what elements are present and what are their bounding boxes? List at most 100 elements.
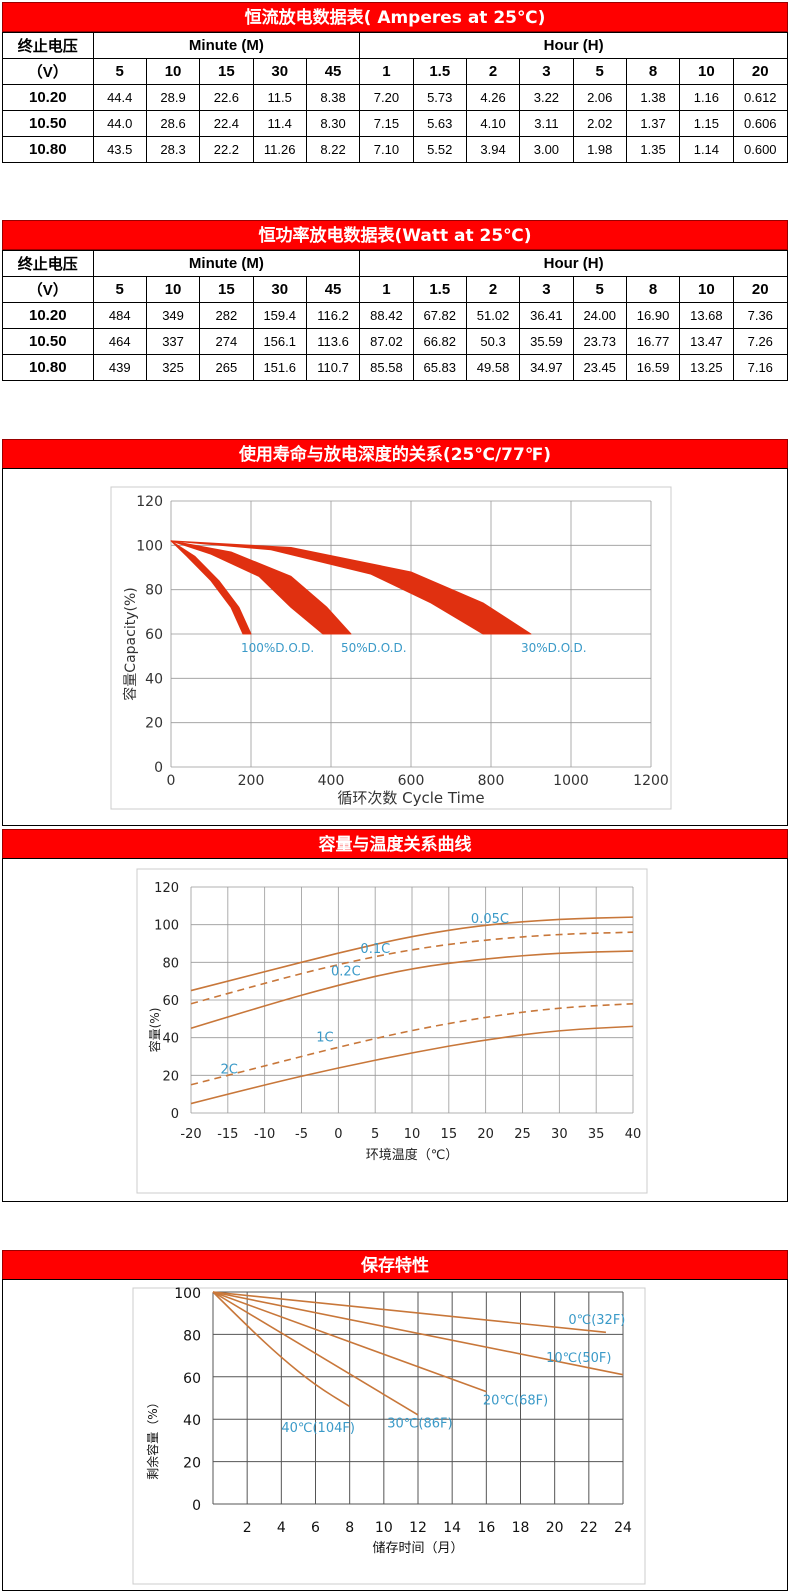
value-cell: 7.36 [732,302,789,329]
table-row: 10.50 464 337 274 156.1 113.6 87.02 66.82 50.3 35… [2,328,789,355]
value-cell: 1.15 [679,110,734,137]
y-axis-label: 剩余容量（%） [145,1396,160,1479]
x-tick-label: 600 [398,773,425,789]
voltage-cell: 10.80 [2,136,94,163]
table-row: 10.80 439 325 265 151.6 110.7 85.58 65.83 49.58 3… [2,354,789,381]
x-tick-label: 14 [443,1520,461,1536]
value-cell: 36.41 [519,302,574,329]
series-line [212,1291,351,1408]
value-cell: 484 [92,302,147,329]
value-cell: 22.6 [199,84,254,111]
value-cell: 3.94 [465,136,521,163]
table-row: 10.80 43.5 28.3 22.2 11.26 8.22 7.10 5.52 3.94 3.… [2,136,789,163]
series-line [190,950,634,1030]
x-tick-label: 35 [588,1127,605,1142]
value-cell: 1.37 [625,110,681,137]
x-tick-label: 15 [441,1127,458,1142]
x-tick-label: 400 [318,773,345,789]
value-cell: 24.00 [572,302,627,329]
voltage-cell: 10.80 [2,354,94,381]
value-cell: 349 [145,302,201,329]
y-axis-label: 容量(%) [147,1008,162,1053]
x-tick-label: 12 [409,1520,427,1536]
table-row: 10.50 44.0 28.6 22.4 11.4 8.30 7.15 5.63 4.10 3.1… [2,110,789,137]
dod-band [170,540,532,635]
x-tick-label: 20 [477,1127,494,1142]
value-cell: 22.4 [199,110,254,137]
constant-current-title: 恒流放电数据表( Amperes at 25℃) [2,2,788,32]
hour-col-header: 8 [625,58,681,85]
x-axis-label: 循环次数 Cycle Time [337,789,484,807]
x-tick-label: 200 [238,773,265,789]
y-tick-label: 100 [154,919,179,934]
storage-title: 保存特性 [2,1250,788,1280]
value-cell: 439 [92,354,147,381]
hour-col-header: 8 [625,276,681,303]
storage-chart-box: 2 4 6 8 10 12 14 16 18 20 22 24 0 20 40 60 80 100 0℃(32F) 1… [2,1279,788,1591]
hour-col-header: 10 [679,58,734,85]
value-cell: 274 [199,328,254,355]
minute-col-header: 30 [252,58,307,85]
y-tick-label: 80 [145,583,163,599]
series-label: 2C [220,1062,237,1077]
value-cell: 28.3 [145,136,201,163]
value-cell: 1.35 [625,136,681,163]
value-cell: 13.25 [679,354,734,381]
y-tick-label: 60 [145,627,163,643]
y-axis-label: 容量Capacity(%) [122,587,139,700]
chart-frame [136,868,648,1194]
y-tick-label: 0 [154,760,163,776]
value-cell: 3.11 [519,110,574,137]
y-tick-label: 0 [192,1498,201,1514]
y-tick-label: 20 [145,716,163,732]
value-cell: 11.26 [252,136,307,163]
series-line [212,1291,419,1416]
x-tick-label: -10 [254,1127,275,1142]
value-cell: 49.58 [465,354,521,381]
temperature-capacity-chart-box: -20 -15 -10 -5 0 5 10 15 20 25 30 35 40 0 20 40 60 80 100 1… [2,858,788,1202]
minute-col-header: 5 [92,276,147,303]
hour-col-header: 5 [572,276,627,303]
minute-group-header: Minute (M) [92,32,361,59]
hour-col-header: 10 [679,276,734,303]
y-tick-label: 40 [183,1413,201,1429]
x-tick-label: 6 [311,1520,320,1536]
series-line [212,1291,624,1376]
constant-power-section: 恒功率放电数据表(Watt at 25℃) 终止电压 Minute (M) Hour… [2,220,789,381]
constant-current-table: 终止电压 Minute (M) Hour (H) （V） 5 10 15 30 45 1 1.5 2 3… [2,32,789,163]
minute-col-header: 15 [199,58,254,85]
minute-col-header: 5 [92,58,147,85]
value-cell: 5.73 [412,84,467,111]
temperature-capacity-section: 容量与温度关系曲线 [2,829,788,859]
value-cell: 28.6 [145,110,201,137]
value-cell: 4.26 [465,84,521,111]
value-cell: 7.20 [359,84,414,111]
table-row: 10.20 44.4 28.9 22.6 11.5 8.38 7.20 5.73 4.26 3.2… [2,84,789,111]
value-cell: 7.16 [732,354,789,381]
series-label: 0.05C [471,912,509,927]
row-header-1: 终止电压 [2,250,94,277]
voltage-cell: 10.50 [2,110,94,137]
x-tick-label: -15 [217,1127,238,1142]
value-cell: 23.73 [572,328,627,355]
value-cell: 7.26 [732,328,789,355]
value-cell: 65.83 [412,354,467,381]
series-line [190,931,634,1005]
hour-col-header: 1.5 [412,276,467,303]
minute-col-header: 30 [252,276,307,303]
value-cell: 87.02 [359,328,414,355]
dod-label: 30%D.O.D. [521,641,587,655]
value-cell: 1.98 [572,136,627,163]
cycle-life-chart-box: 0 200 400 600 800 1000 1200 0 20 40 60 80 100 120 100%… [2,468,788,826]
value-cell: 7.15 [359,110,414,137]
x-tick-label: 2 [243,1520,252,1536]
chart-frame [110,486,672,810]
value-cell: 13.47 [679,328,734,355]
cycle-life-title: 使用寿命与放电深度的关系(25℃/77℉) [2,439,788,469]
x-tick-label: 1000 [553,773,589,789]
y-tick-label: 120 [136,494,163,510]
value-cell: 28.9 [145,84,201,111]
chart-frame [132,1287,646,1585]
value-cell: 464 [92,328,147,355]
hour-group-header: Hour (H) [359,32,788,59]
